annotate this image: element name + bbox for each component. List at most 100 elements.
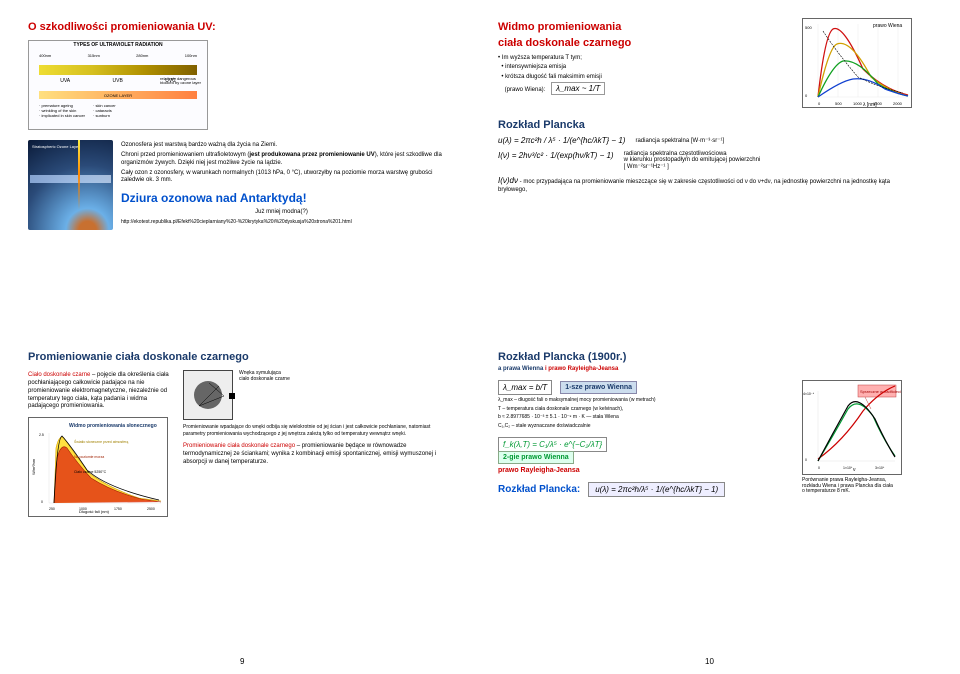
eff-1c: · implicated in skin cancer	[39, 113, 85, 118]
page-number-left: 9	[240, 657, 244, 666]
svg-text:Ciało czarne 5250°C: Ciało czarne 5250°C	[74, 470, 107, 474]
comp-caption: Porównanie prawa Rayleigha-Jeansa, rozkł…	[802, 478, 912, 495]
wien-lambda-fml: λ_max = b/T	[498, 380, 552, 395]
I-desc: radiancja spektralna częstotliwościowa w…	[624, 151, 761, 170]
svg-text:0: 0	[818, 466, 820, 470]
svg-text:4×10⁻⁹: 4×10⁻⁹	[803, 392, 815, 396]
svg-text:250: 250	[49, 507, 55, 511]
emit-term: Promieniowanie ciała doskonale czarnego	[183, 443, 295, 449]
wl-400: 400nm	[39, 53, 51, 58]
cavity-text: Promieniowanie wpadające do wnęki odbija…	[183, 424, 442, 437]
svg-text:2000: 2000	[893, 101, 903, 106]
slide-uv-harm: O szkodliwości promieniowania UV: TYPES …	[20, 10, 450, 310]
tr-b1: • Im wyższa temperatura T tym;	[498, 55, 794, 63]
bl-left-col: Ciało doskonale czarne – pojęcie dla okr…	[28, 370, 173, 517]
ozone-url: http://ekotest.republika.pl/Efekt%20ciep…	[121, 219, 442, 225]
rozklad-title: Rozkład Plancka	[498, 118, 912, 132]
u-desc: radiancja spektralna [W·m⁻³·sr⁻¹]	[635, 137, 724, 144]
slide-blackbody-radiation: Promieniowanie ciała doskonale czarnego …	[20, 340, 450, 640]
formula-Idnu: I(ν)dν	[498, 176, 518, 185]
svg-text:1000: 1000	[853, 101, 863, 106]
br-subtitle: a prawa Wienna i prawo Rayleigha-Jeansa	[498, 366, 912, 374]
br-sub-b: i prawo Rayleigha-Jeansa	[545, 366, 618, 372]
br-sub-a: a prawa Wienna	[498, 366, 545, 372]
svg-text:2.5: 2.5	[39, 433, 44, 437]
uv-band-bar	[39, 65, 197, 75]
solar-spectrum-chart: Widmo promieniowania słonecznego Długość…	[28, 417, 168, 517]
uv-wavelength-scale: 400nm 315nm 280nm 100nm	[39, 53, 197, 58]
tr-b2: • intensywniejsza emisja	[498, 64, 794, 72]
comp-svg: Sprzeczne w nadfiolecie ν 0 1×10⁶ 3×10⁶ …	[803, 381, 901, 474]
uva: UVA	[60, 78, 70, 84]
svg-text:ν: ν	[853, 467, 856, 473]
svg-text:500: 500	[805, 25, 812, 30]
svg-text:1000: 1000	[79, 507, 87, 511]
wl-100: 100nm	[185, 53, 197, 58]
svg-text:0: 0	[41, 500, 43, 504]
svg-text:0: 0	[805, 93, 808, 98]
uv-effects: · premature ageing · wrinkling of the sk…	[39, 103, 197, 118]
bl-right-col: Wnęka symulująca ciało doskonale czarne …	[183, 370, 442, 517]
svg-text:Widmo promieniowania słoneczne: Widmo promieniowania słonecznego	[69, 423, 157, 429]
tr-title-2: ciała doskonale czarnego	[498, 36, 794, 50]
svg-text:1×10⁶: 1×10⁶	[843, 466, 853, 470]
wl-315: 315nm	[88, 53, 100, 58]
slide-planck-1900: Rozkład Plancka (1900r.) a prawa Wienna …	[490, 340, 920, 640]
svg-text:0: 0	[805, 458, 807, 462]
formula-u: u(λ) = 2πc²h / λ⁵ · 1/(e^{hc/λkT} − 1)	[498, 136, 625, 145]
ozone-layer-bar: OZONE LAYER	[39, 91, 197, 99]
svg-text:0: 0	[818, 101, 821, 106]
Idnu-desc: - moc przypadająca na promieniowanie mie…	[498, 179, 890, 193]
svg-text:Na poziomie morza: Na poziomie morza	[74, 455, 104, 459]
planck-spectrum-chart: prawo Wiena λ [nm] 0500 10001500 2000 50…	[802, 18, 912, 108]
uva-effects: · premature ageing · wrinkling of the sk…	[39, 103, 85, 118]
eff-2c: · sunburn	[93, 113, 116, 118]
br-right-col: Sprzeczne w nadfiolecie ν 0 1×10⁶ 3×10⁶ …	[802, 380, 912, 495]
ozone-text-block: Ozonosfera jest warstwą bardzo ważną dla…	[121, 140, 442, 230]
cavity-diagram	[183, 370, 233, 420]
ozone-p2a: Chroni przed promieniowaniem ultrafiolet…	[121, 152, 249, 158]
svg-text:1500: 1500	[873, 101, 883, 106]
bl-def-term: Ciało doskonale czarne	[28, 372, 90, 378]
ozone-p2: Chroni przed promieniowaniem ultrafiolet…	[121, 152, 442, 168]
br-title-line: Rozkład Plancka (1900r.)	[498, 350, 912, 364]
uvc-note-2: blocked by ozone layer	[160, 81, 201, 85]
planck-svg: prawo Wiena λ [nm] 0500 10001500 2000 50…	[803, 19, 911, 107]
ozone-hole-title: Dziura ozonowa nad Antarktydą!	[121, 191, 442, 207]
br-title: Rozkład Plancka (1900r.)	[498, 351, 626, 363]
comparison-chart: Sprzeczne w nadfiolecie ν 0 1×10⁶ 3×10⁶ …	[802, 380, 902, 475]
ozone-p3: Cały ozon z ozonosfery, w warunkach norm…	[121, 170, 442, 186]
uv-types-figure: TYPES OF ULTRAVIOLET RADIATION 400nm 315…	[28, 40, 208, 130]
uvc-note: relatively dangerous blocked by ozone la…	[160, 77, 201, 85]
rj-label: prawo Rayleigha-Jeansa	[498, 467, 580, 474]
bl-def: Ciało doskonale czarne – pojęcie dla okr…	[28, 372, 173, 411]
ozone-p2b: jest produkowana przez promieniowanie UV	[249, 152, 374, 158]
tr-title-1: Widmo promieniowania	[498, 20, 794, 34]
wien-d2: T – temperatura ciała doskonale czarnego…	[498, 406, 792, 413]
tr-b3: • krótsza długość fali maksimim emisji	[498, 74, 794, 82]
comp-cap-3: o temperaturze 8 mK.	[802, 489, 912, 495]
br-left-col: λ_max = b/T 1-sze prawo Wienna λ_max – d…	[498, 380, 792, 495]
title-uv: O szkodliwości promieniowania UV:	[28, 20, 442, 34]
slide-blackbody-spectrum: Widmo promieniowania ciała doskonale cza…	[490, 10, 920, 310]
wl-280: 280nm	[136, 53, 148, 58]
wien-b: b ≈ 2.8977685 · 10⁻³ ± 5.1 · 10⁻⁹ m · K …	[498, 414, 792, 421]
svg-text:3×10⁶: 3×10⁶	[875, 466, 885, 470]
bl-title: Promieniowanie ciała doskonale czarnego	[28, 350, 442, 364]
uvb-effects: · skin cancer · cataracts · sunburn	[93, 103, 116, 118]
I-desc-3: [ Wm⁻²sr⁻¹Hz⁻¹ ]	[624, 163, 761, 170]
svg-text:Sprzeczne w nadfiolecie: Sprzeczne w nadfiolecie	[860, 389, 901, 394]
formula-I: I(ν) = 2hν³/c² · 1/(exp(hν/kT) − 1)	[498, 151, 614, 160]
svg-text:Światło słoneczne przed atmosf: Światło słoneczne przed atmosferą	[74, 439, 128, 444]
svg-text:1750: 1750	[114, 507, 122, 511]
cavity-lbl-2: ciało doskonale czarne	[239, 376, 294, 382]
chart-wien-label: prawo Wiena	[873, 23, 902, 29]
cavity-label: Wnęka symulująca ciało doskonale czarne	[239, 370, 294, 382]
ozone-hole-sub: Już mniej modna(?)	[121, 209, 442, 217]
uvb: UVB	[113, 78, 123, 84]
wien2-box: 2-gie prawo Wienna	[498, 451, 574, 464]
Idnu-line: I(ν)dν - moc przypadająca na promieniowa…	[498, 176, 912, 195]
planck-fml: u(λ) = 2πc²h/λ⁵ · 1/(e^{hc/λkT} − 1)	[588, 482, 725, 497]
tr-b4: (prawo Wiena): λ_max ~ 1/T	[498, 84, 794, 95]
uv-types-title: TYPES OF ULTRAVIOLET RADIATION	[29, 41, 207, 48]
